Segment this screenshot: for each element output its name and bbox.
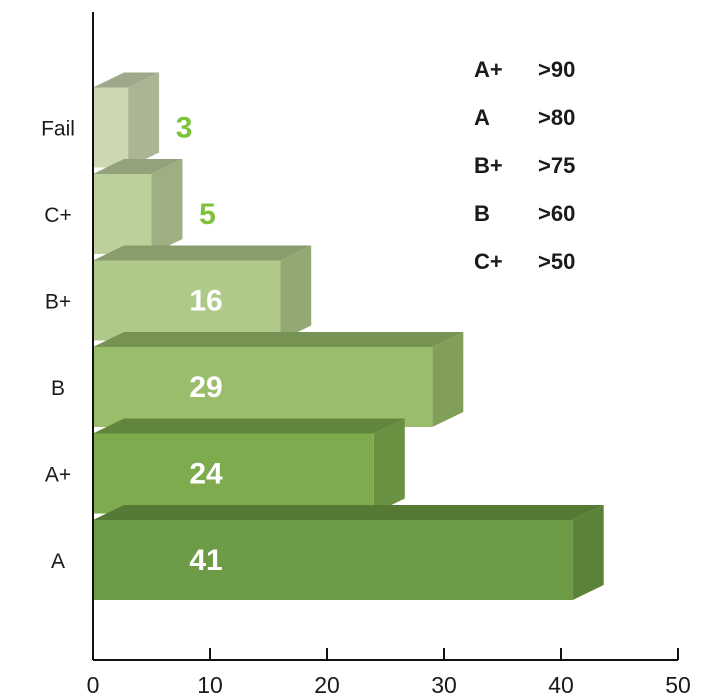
legend-grade: A bbox=[474, 105, 490, 130]
bar-front-face bbox=[93, 87, 129, 168]
bar-top-face bbox=[93, 418, 405, 434]
value-label: 3 bbox=[176, 112, 193, 145]
bar-front-face bbox=[93, 174, 152, 254]
value-label: 29 bbox=[189, 371, 222, 404]
category-label: B+ bbox=[45, 291, 71, 314]
category-label: A+ bbox=[45, 464, 71, 487]
legend-threshold: >75 bbox=[538, 153, 575, 178]
legend-grade: B+ bbox=[474, 153, 503, 178]
bar-B+ bbox=[93, 245, 312, 341]
grade-legend: A+ >90 A >80 B+ >75 B >60 C+ >50 bbox=[474, 57, 575, 274]
bar-front-face bbox=[93, 433, 374, 514]
bar-A+ bbox=[93, 418, 405, 514]
bar-top-face bbox=[93, 72, 160, 88]
bar-A bbox=[93, 505, 604, 600]
legend-threshold: >80 bbox=[538, 105, 575, 130]
x-tick-label: 0 bbox=[87, 672, 100, 697]
category-labels: Fail C+ B+ B A+ A bbox=[41, 118, 75, 574]
bar-side-face bbox=[280, 245, 312, 341]
bar-top-face bbox=[93, 505, 604, 520]
category-label: Fail bbox=[41, 118, 75, 141]
value-label: 41 bbox=[189, 544, 222, 577]
x-tick-label: 20 bbox=[314, 672, 340, 697]
bar-front-face bbox=[93, 520, 573, 600]
bar-side-face bbox=[373, 418, 405, 514]
bar-side-face bbox=[151, 159, 183, 254]
value-label: 16 bbox=[189, 285, 222, 318]
bar-Fail bbox=[93, 72, 160, 168]
legend-grade: C+ bbox=[474, 249, 503, 274]
bar-top-face bbox=[93, 245, 312, 261]
legend-grade: A+ bbox=[474, 57, 503, 82]
legend-threshold: >90 bbox=[538, 57, 575, 82]
bar-front-face bbox=[93, 347, 433, 427]
value-label: 24 bbox=[189, 458, 223, 491]
bar-top-face bbox=[93, 332, 464, 347]
value-label: 5 bbox=[199, 198, 216, 231]
category-label: C+ bbox=[44, 204, 71, 227]
bars-layer bbox=[93, 72, 604, 600]
legend-threshold: >60 bbox=[538, 201, 575, 226]
bar-side-face bbox=[572, 505, 604, 600]
x-ticks: 0 10 20 30 40 50 bbox=[87, 648, 691, 697]
category-label: B bbox=[51, 377, 65, 400]
value-labels: 3 5 16 29 24 41 bbox=[176, 112, 223, 578]
legend-threshold: >50 bbox=[538, 249, 575, 274]
x-tick-label: 50 bbox=[665, 672, 691, 697]
x-tick-label: 10 bbox=[197, 672, 223, 697]
bar-top-face bbox=[93, 159, 183, 174]
x-tick-label: 40 bbox=[548, 672, 574, 697]
bar-C+ bbox=[93, 159, 183, 254]
axes-layer bbox=[92, 12, 678, 661]
category-label: A bbox=[51, 550, 65, 573]
x-tick-label: 30 bbox=[431, 672, 457, 697]
bar-front-face bbox=[93, 260, 281, 341]
bar-side-face bbox=[128, 72, 160, 168]
legend-grade: B bbox=[474, 201, 490, 226]
bar-B bbox=[93, 332, 464, 427]
bar-side-face bbox=[432, 332, 464, 427]
